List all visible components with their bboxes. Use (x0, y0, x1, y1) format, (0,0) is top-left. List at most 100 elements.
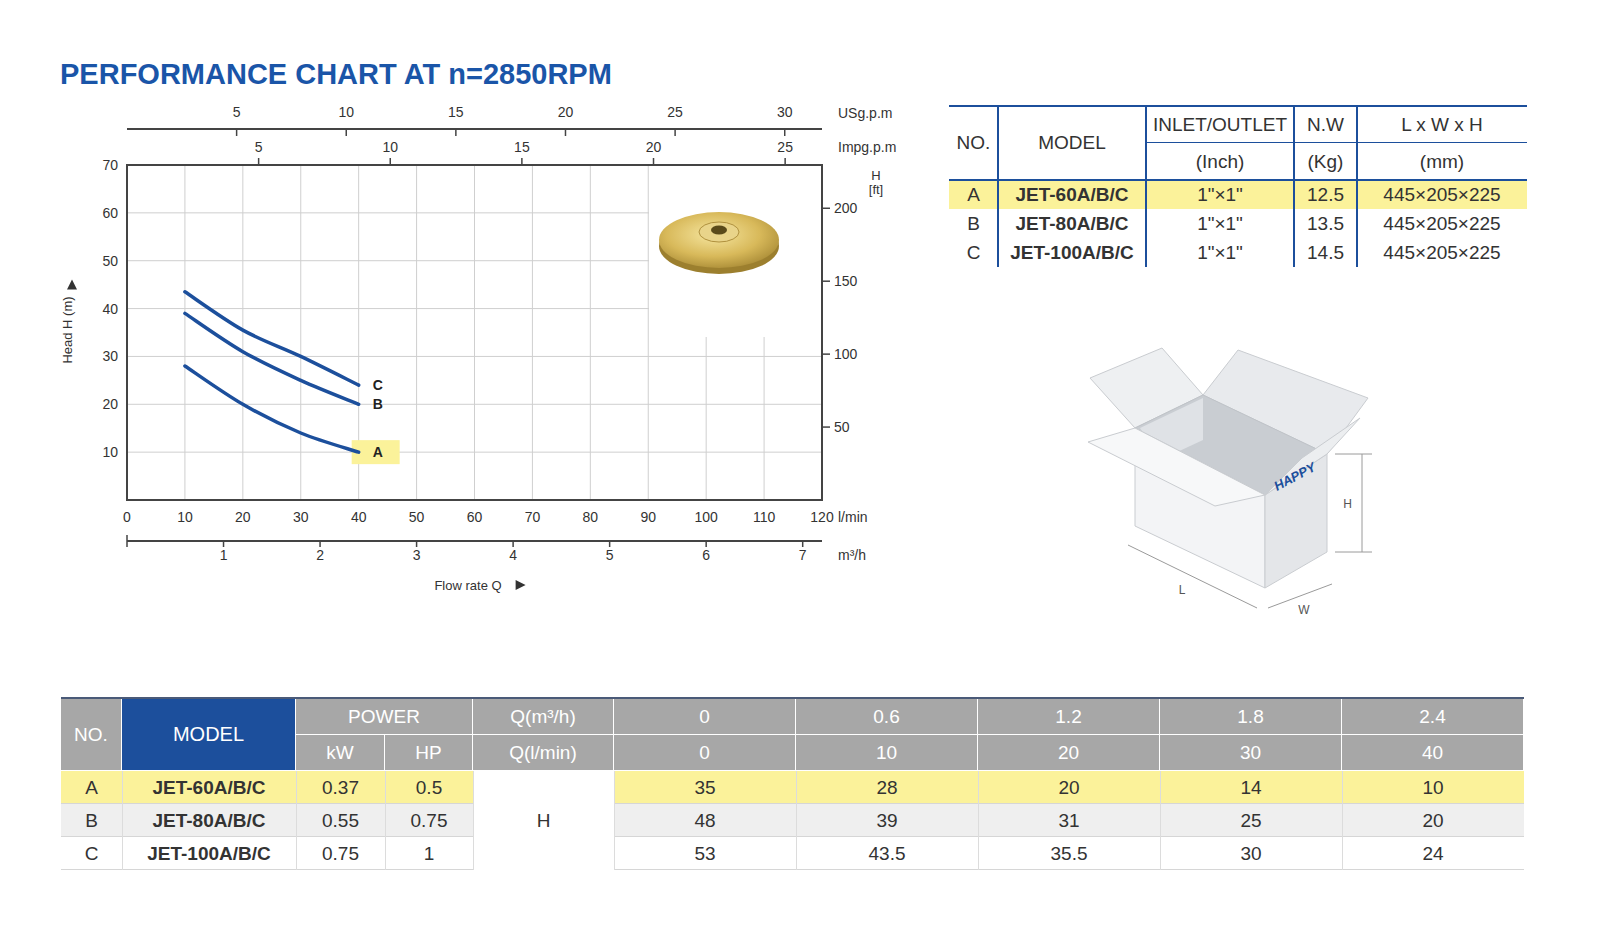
y-tick-label: 30 (102, 348, 118, 364)
grid-line (474, 165, 475, 500)
tick-mark (784, 129, 786, 136)
page-title: PERFORMANCE CHART AT n=2850RPM (60, 58, 612, 90)
x4-tick-label: 2 (316, 547, 324, 563)
tick-mark (784, 158, 786, 165)
table-rule (1342, 771, 1343, 870)
column-header: POWER (296, 699, 473, 735)
table-cell: 1"×1" (1146, 209, 1294, 238)
table-rule (473, 771, 474, 870)
x3-tick-label: 25 (777, 139, 793, 155)
table-cell: JET-60A/B/C (998, 180, 1146, 209)
table-cell: 28 (796, 771, 978, 804)
table-cell: 10 (1342, 771, 1524, 804)
column-header: L x W x H (1357, 106, 1527, 143)
x-tick-label: 50 (409, 509, 425, 525)
table-cell: 20 (978, 771, 1160, 804)
series-label: C (373, 377, 383, 393)
column-header: 20 (978, 735, 1160, 771)
table-cell: 0.5 (385, 771, 473, 804)
x3-tick-label: 20 (646, 139, 662, 155)
x3-tick-label: 10 (382, 139, 398, 155)
table-cell: 35 (614, 771, 796, 804)
column-header: 1.8 (1160, 699, 1342, 735)
x-tick-label: 100 (694, 509, 718, 525)
dimension-label: L (1179, 583, 1186, 597)
column-header: kW (296, 735, 385, 771)
grid-line (127, 452, 822, 453)
x3-axis-line (127, 164, 822, 166)
table-rule (122, 771, 123, 870)
x2-tick-label: 15 (448, 104, 464, 120)
tick-mark (521, 158, 523, 165)
table-rule (1293, 106, 1295, 267)
dimension-line (1362, 454, 1363, 552)
x4-tick-label: 5 (606, 547, 614, 563)
row-background (61, 837, 1524, 870)
x-tick-label: 90 (640, 509, 656, 525)
brand-logo: HAPPY (1271, 459, 1319, 494)
x-tick-label: 80 (583, 509, 599, 525)
x-tick-label: 10 (177, 509, 193, 525)
dimension-line (1335, 552, 1372, 553)
tick-mark (822, 208, 830, 210)
y-tick-label: 10 (102, 444, 118, 460)
grid-line (242, 165, 243, 500)
x-tick-label: 30 (293, 509, 309, 525)
table-cell: 25 (1160, 804, 1342, 837)
picture-background (649, 166, 821, 337)
dimension-label: W (1298, 603, 1310, 617)
table-rule (1357, 142, 1527, 143)
table-cell: JET-80A/B/C (122, 804, 296, 837)
table-rule (997, 106, 999, 267)
x2-tick-label: 30 (777, 104, 793, 120)
table-rule (949, 179, 1527, 181)
series-line (185, 366, 359, 452)
flap (1088, 428, 1265, 506)
table-cell: JET-60A/B/C (122, 771, 296, 804)
table-rule (385, 771, 386, 870)
table-cell: 0.37 (296, 771, 385, 804)
tick-mark (345, 129, 347, 136)
table-cell: 12.5 (1294, 180, 1357, 209)
column-unit: (mm) (1357, 143, 1527, 180)
table-cell: 30 (1160, 837, 1342, 870)
table-cell: 53 (614, 837, 796, 870)
grid-line (590, 165, 591, 500)
table-cell: 14 (1160, 771, 1342, 804)
table-cell: 14.5 (1294, 238, 1357, 267)
grid-line (127, 165, 822, 166)
axis-arrow (67, 279, 77, 289)
column-header: HP (385, 735, 473, 771)
row-background (61, 771, 1524, 804)
dimension-line (1335, 454, 1372, 455)
x4-tick-label: 4 (509, 547, 517, 563)
tick-mark (822, 426, 830, 428)
y2-tick-label: 100 (834, 346, 858, 362)
table-rule (614, 803, 1524, 804)
x3-tick-label: 15 (514, 139, 530, 155)
table-cell: 445×205×225 (1357, 238, 1527, 267)
x2-tick-label: 10 (338, 104, 354, 120)
dimension-label: H (1343, 497, 1352, 511)
column-header: N.W (1294, 106, 1357, 143)
y-tick-label: 20 (102, 396, 118, 412)
x2-tick-label: 25 (667, 104, 683, 120)
table-rule (614, 869, 1524, 870)
table-cell: B (949, 209, 998, 238)
x4-axis-unit: m³/h (838, 547, 866, 563)
x4-axis-line (127, 540, 822, 542)
y-tick-label: 50 (102, 253, 118, 269)
y2-tick-label: 50 (834, 419, 850, 435)
table-rule (1294, 142, 1357, 143)
table-rule (614, 771, 615, 870)
x-tick-label: 120 (810, 509, 834, 525)
column-header: MODEL (998, 106, 1146, 180)
column-header: Q(l/min) (473, 735, 614, 771)
x4-tick-label: 3 (413, 547, 421, 563)
grid-line (416, 165, 417, 500)
tick-mark (236, 129, 238, 136)
impeller-disc (659, 212, 779, 268)
x-tick-label: 0 (123, 509, 131, 525)
grid-line (648, 165, 649, 500)
table-cell: 43.5 (796, 837, 978, 870)
